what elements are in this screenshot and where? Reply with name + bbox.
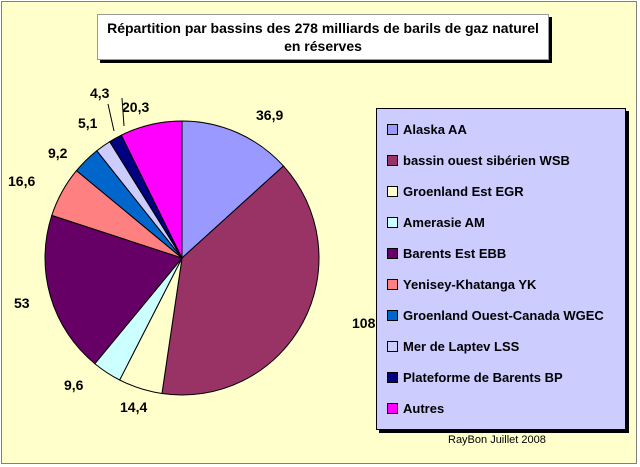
pie-slice <box>120 120 183 259</box>
legend-label: Amerasie AM <box>403 214 485 230</box>
legend-label: Barents Est EBB <box>403 245 507 261</box>
legend-swatch <box>387 185 398 197</box>
legend-swatch <box>387 154 398 166</box>
legend-label: Alaska AA <box>403 121 467 137</box>
legend-swatch <box>387 340 398 352</box>
data-label: 53 <box>14 295 30 311</box>
data-label: 14,4 <box>120 399 147 415</box>
legend-swatch <box>387 123 398 135</box>
legend-label: Groenland Est EGR <box>403 183 524 199</box>
chart-title-line-1: Répartition par bassins des 278 milliard… <box>107 20 539 36</box>
data-label: 9,6 <box>64 377 84 393</box>
legend-item: Plateforme de Barents BP <box>387 368 563 386</box>
legend-item: Barents Est EBB <box>387 244 506 262</box>
legend-item: Amerasie AM <box>387 213 485 231</box>
credit-text: RayBon Juillet 2008 <box>448 434 546 446</box>
legend-label: Plateforme de Barents BP <box>403 369 563 385</box>
legend-swatch <box>387 247 398 259</box>
legend-item: Yenisey-Khatanga YK <box>387 275 536 293</box>
legend-swatch <box>387 402 398 414</box>
legend-label: Yenisey-Khatanga YK <box>403 276 537 292</box>
legend-swatch <box>387 309 398 321</box>
legend: Alaska AA bassin ouest sibérien WSB Groenl… <box>376 108 626 430</box>
legend-item: Alaska AA <box>387 120 467 138</box>
pie-slice <box>44 214 183 365</box>
data-label: 4,3 <box>90 85 110 101</box>
data-label: 20,3 <box>122 99 149 115</box>
chart-title-line-2: en réserves <box>284 38 362 54</box>
legend-item: Groenland Est EGR <box>387 182 524 200</box>
chart-title: Répartition par bassins des 278 milliard… <box>97 14 549 60</box>
legend-item: Groenland Ouest-Canada WGEC <box>387 306 604 324</box>
legend-item: Mer de Laptev LSS <box>387 337 519 355</box>
legend-label: Autres <box>403 400 445 416</box>
legend-swatch <box>387 216 398 228</box>
legend-label: Groenland Ouest-Canada WGEC <box>403 307 604 323</box>
data-label: 16,6 <box>8 173 35 189</box>
legend-label: Mer de Laptev LSS <box>403 338 520 354</box>
legend-label: bassin ouest sibérien WSB <box>403 152 570 168</box>
legend-swatch <box>387 371 398 383</box>
pie-slice <box>161 165 320 396</box>
data-label: 36,9 <box>256 107 283 123</box>
legend-swatch <box>387 278 398 290</box>
data-label: 9,2 <box>48 145 68 161</box>
data-label: 5,1 <box>78 115 98 131</box>
legend-item: bassin ouest sibérien WSB <box>387 151 570 169</box>
pie-slice <box>181 120 285 260</box>
legend-item: Autres <box>387 399 444 417</box>
leader-line <box>121 97 125 127</box>
leader-line <box>107 103 115 132</box>
